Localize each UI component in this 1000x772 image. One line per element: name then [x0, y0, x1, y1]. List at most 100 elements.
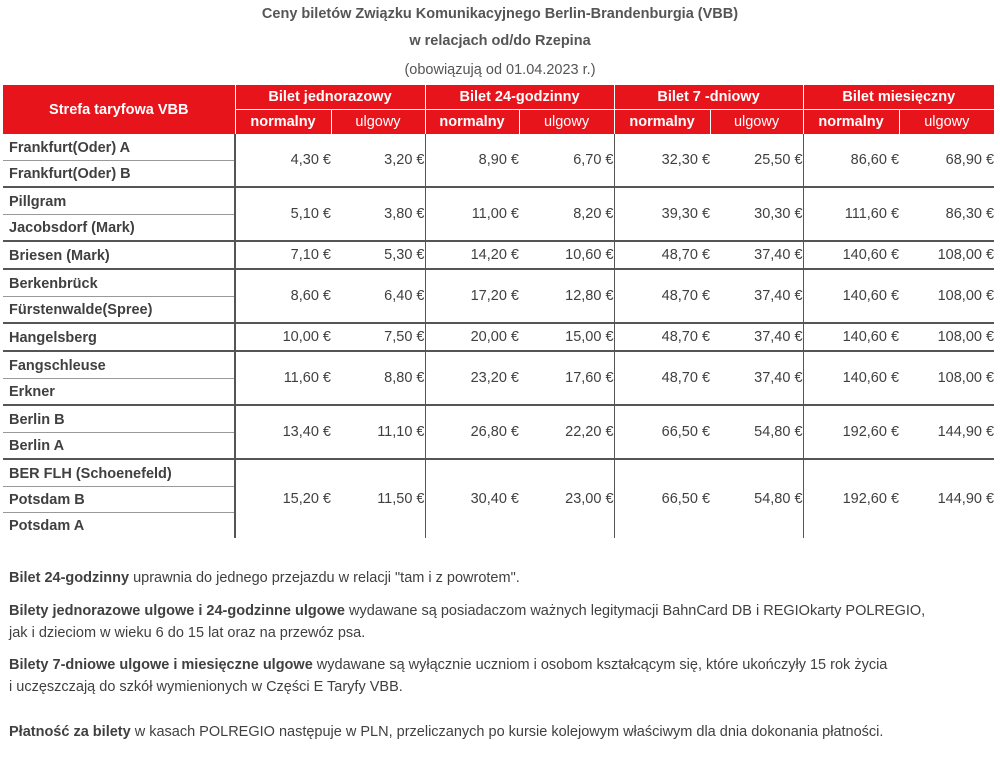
price-cell: 8,90 €	[478, 152, 519, 168]
price-cell: 5,10 €	[290, 206, 331, 222]
price-cell: 15,00 €	[519, 323, 615, 351]
price-cell: 3,20 €	[331, 134, 426, 187]
zone-name: Briesen (Mark)	[3, 242, 234, 268]
zone-cell: BER FLH (Schoenefeld) Potsdam B Potsdam A	[3, 459, 236, 538]
price-cell: 37,40 €	[710, 269, 804, 323]
price-cell: 86,60 €	[850, 152, 900, 168]
zone-name: Berlin B	[3, 406, 234, 432]
zone-cell: Berkenbrück Fürstenwalde(Spree)	[3, 269, 236, 323]
table-row: Fangschleuse Erkner 11,60 €8,80 € 23,20 €17…	[3, 351, 995, 405]
zone-name: Berlin A	[3, 432, 234, 458]
price-cell: 192,60 €	[842, 424, 900, 440]
zone-cell: Berlin B Berlin A	[3, 405, 236, 459]
table-row: Pillgram Jacobsdorf (Mark) 5,10 €3,80 € 11,…	[3, 187, 995, 241]
header-reduced: ulgowy	[330, 109, 425, 134]
price-cell: 140,60 €	[842, 370, 900, 386]
zone-name: Pillgram	[3, 188, 234, 214]
price-cell: 30,30 €	[710, 187, 804, 241]
note-24h-bold: Bilet 24-godzinny	[9, 570, 130, 586]
price-cell: 25,50 €	[710, 134, 804, 187]
price-cell: 17,60 €	[519, 351, 615, 405]
note-reduced-single-text2: jak i dzieciom w wieku 6 do 15 lat oraz …	[9, 625, 366, 641]
price-cell: 22,20 €	[519, 405, 615, 459]
price-cell: 8,80 €	[331, 351, 426, 405]
price-cell: 111,60 €	[844, 206, 900, 222]
price-cell: 3,80 €	[331, 187, 426, 241]
price-cell: 11,50 €	[331, 459, 426, 538]
zone-cell: Fangschleuse Erkner	[3, 351, 236, 405]
price-cell: 108,00 €	[937, 288, 995, 304]
note-payment-bold: Płatność za bilety	[9, 724, 131, 740]
price-cell: 20,00 €	[470, 329, 519, 345]
price-cell: 11,60 €	[283, 370, 331, 386]
zone-name: Berkenbrück	[3, 270, 234, 296]
price-cell: 11,00 €	[471, 206, 519, 222]
price-cell: 6,70 €	[519, 134, 615, 187]
price-cell: 66,50 €	[661, 491, 711, 507]
price-cell: 5,30 €	[331, 241, 426, 269]
header-7day-ticket: Bilet 7 -dniowy	[613, 85, 804, 110]
price-cell: 13,40 €	[282, 424, 331, 440]
price-cell: 39,30 €	[661, 206, 711, 222]
note-24h-text: uprawnia do jednego przejazdu w relacji …	[129, 570, 520, 586]
note-payment-text: w kasach POLREGIO następuje w PLN, przel…	[130, 724, 884, 740]
header-normal: normalny	[234, 109, 331, 134]
note-reduced-single-text: wydawane są posiadaczom ważnych legityma…	[344, 603, 926, 619]
zone-cell: Briesen (Mark)	[3, 241, 236, 269]
price-cell: 108,00 €	[937, 329, 995, 345]
price-cell: 17,20 €	[470, 288, 519, 304]
note-reduced-periodic-text2: i uczęszczają do szkół wymienionych w Cz…	[9, 679, 403, 695]
zone-name: Potsdam A	[3, 512, 234, 538]
price-cell: 7,50 €	[331, 323, 426, 351]
zone-cell: Frankfurt(Oder) A Frankfurt(Oder) B	[3, 134, 236, 187]
price-table-body: Frankfurt(Oder) A Frankfurt(Oder) B 4,30 €…	[3, 134, 995, 538]
note-payment: Płatność za bilety w kasach POLREGIO nas…	[9, 721, 994, 743]
header-reduced: ulgowy	[518, 109, 615, 134]
price-cell: 68,90 €	[945, 152, 995, 168]
price-cell: 10,00 €	[282, 329, 331, 345]
zone-cell: Hangelsberg	[3, 323, 236, 351]
header-normal: normalny	[424, 109, 519, 134]
note-reduced-periodic: Bilety 7-dniowe ulgowe i miesięczne ulgo…	[9, 654, 994, 698]
price-cell: 30,40 €	[470, 491, 519, 507]
price-cell: 8,60 €	[290, 288, 331, 304]
table-row: Briesen (Mark) 7,10 €5,30 € 14,20 €10,60 €…	[3, 241, 995, 269]
zone-name: Fangschleuse	[3, 352, 234, 378]
price-cell: 32,30 €	[661, 152, 711, 168]
zone-name: Frankfurt(Oder) B	[3, 160, 234, 186]
table-row: Berlin B Berlin A 13,40 €11,10 € 26,80 €22,…	[3, 405, 995, 459]
price-cell: 54,80 €	[710, 459, 804, 538]
note-reduced-single-bold: Bilety jednorazowe ulgowe i 24-godzinne …	[9, 603, 345, 619]
header-normal: normalny	[613, 109, 711, 134]
price-cell: 192,60 €	[842, 491, 900, 507]
zone-name: Jacobsdorf (Mark)	[3, 214, 234, 240]
table-row: BER FLH (Schoenefeld) Potsdam B Potsdam A 1…	[3, 459, 994, 538]
price-cell: 23,20 €	[470, 370, 519, 386]
page-subtitle: w relacjach od/do Rzepina	[409, 33, 591, 49]
price-cell: 23,00 €	[519, 459, 615, 538]
price-cell: 11,10 €	[331, 405, 426, 459]
price-cell: 6,40 €	[331, 269, 426, 323]
price-cell: 48,70 €	[661, 370, 711, 386]
zone-name: BER FLH (Schoenefeld)	[3, 460, 234, 486]
validity-date: (obowiązują od 01.04.2023 r.)	[404, 62, 596, 78]
price-cell: 12,80 €	[519, 269, 615, 323]
header-single-ticket: Bilet jednorazowy	[234, 85, 425, 110]
price-cell: 37,40 €	[710, 351, 804, 405]
note-24h: Bilet 24-godzinny uprawnia do jednego pr…	[9, 567, 994, 589]
header-reduced: ulgowy	[709, 109, 804, 134]
price-cell: 144,90 €	[937, 424, 995, 440]
zone-name: Potsdam B	[3, 486, 234, 512]
price-cell: 10,60 €	[519, 241, 615, 269]
price-cell: 4,30 €	[290, 152, 331, 168]
price-cell: 140,60 €	[842, 288, 900, 304]
price-cell: 48,70 €	[661, 329, 711, 345]
price-cell: 7,10 €	[290, 247, 331, 263]
price-table: Strefa taryfowa VBB Bilet jednorazowy Bi…	[3, 85, 995, 538]
zone-name: Fürstenwalde(Spree)	[3, 296, 234, 322]
price-cell: 108,00 €	[937, 247, 995, 263]
price-cell: 108,00 €	[937, 370, 995, 386]
table-row: Hangelsberg 10,00 €7,50 € 20,00 €15,00 € 48…	[3, 323, 995, 351]
zone-name: Erkner	[3, 378, 234, 404]
header-monthly-ticket: Bilet miesięczny	[802, 85, 995, 110]
